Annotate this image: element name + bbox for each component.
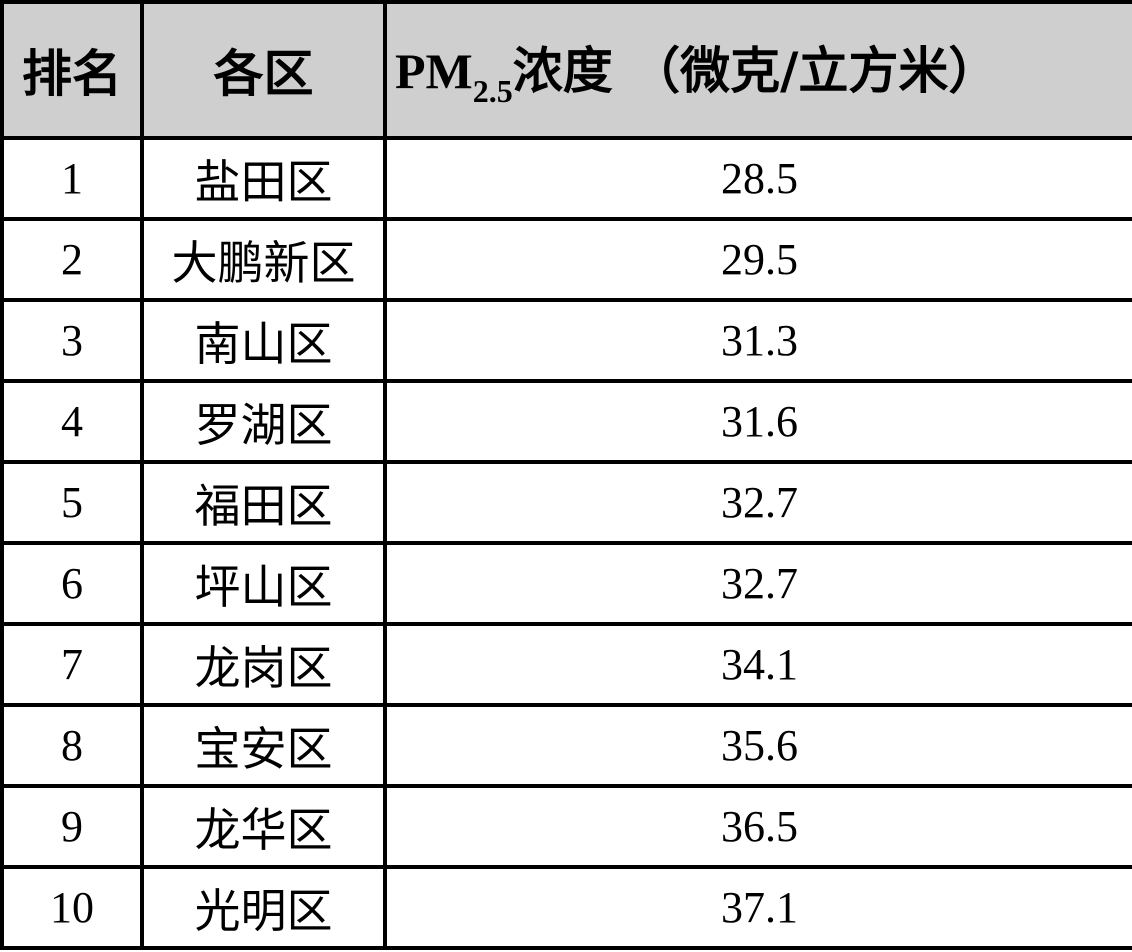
table-row: 1 盐田区 28.5 xyxy=(0,136,1132,221)
header-cell: 各区 xyxy=(140,0,387,140)
value-cell: 34.1 xyxy=(383,622,1132,707)
value-cell: 28.5 xyxy=(383,136,1132,221)
district-cell: 盐田区 xyxy=(140,136,387,221)
district-cell: 福田区 xyxy=(140,460,387,545)
value-cell: 31.6 xyxy=(383,379,1132,464)
rank-cell: 10 xyxy=(0,865,144,950)
rank-cell: 1 xyxy=(0,136,144,221)
rank-cell: 8 xyxy=(0,703,144,788)
rank-cell: 3 xyxy=(0,298,144,383)
value-cell: 36.5 xyxy=(383,784,1132,869)
rank-cell: 2 xyxy=(0,217,144,302)
header-cell: PM2.5浓度 （微克/立方米） xyxy=(383,0,1132,140)
district-cell: 宝安区 xyxy=(140,703,387,788)
header-cell: 排名 xyxy=(0,0,144,140)
value-cell: 32.7 xyxy=(383,460,1132,545)
rank-cell: 6 xyxy=(0,541,144,626)
header-sub: 2.5 xyxy=(472,72,513,109)
district-cell: 罗湖区 xyxy=(140,379,387,464)
header-row: 排名 各区 PM2.5浓度 （微克/立方米） xyxy=(0,0,1132,140)
table-row: 3 南山区 31.3 xyxy=(0,298,1132,383)
rank-cell: 5 xyxy=(0,460,144,545)
rank-cell: 9 xyxy=(0,784,144,869)
value-cell: 31.3 xyxy=(383,298,1132,383)
table-row: 2 大鹏新区 29.5 xyxy=(0,217,1132,302)
table-row: 9 龙华区 36.5 xyxy=(0,784,1132,869)
table-row: 8 宝安区 35.6 xyxy=(0,703,1132,788)
header-pm: PM xyxy=(395,42,473,99)
district-cell: 坪山区 xyxy=(140,541,387,626)
value-cell: 32.7 xyxy=(383,541,1132,626)
district-cell: 龙岗区 xyxy=(140,622,387,707)
district-cell: 南山区 xyxy=(140,298,387,383)
value-cell: 37.1 xyxy=(383,865,1132,950)
header-rest: 浓度 （微克/立方米） xyxy=(512,41,999,100)
district-cell: 龙华区 xyxy=(140,784,387,869)
rank-cell: 4 xyxy=(0,379,144,464)
district-cell: 大鹏新区 xyxy=(140,217,387,302)
table-row: 4 罗湖区 31.6 xyxy=(0,379,1132,464)
value-cell: 35.6 xyxy=(383,703,1132,788)
table-body: 1 盐田区 28.5 2 大鹏新区 29.5 3 南山区 31.3 4 罗湖区 31.6 5 福田区 32.… xyxy=(0,136,1132,950)
table-row: 10 光明区 37.1 xyxy=(0,865,1132,950)
table-row: 5 福田区 32.7 xyxy=(0,460,1132,545)
value-cell: 29.5 xyxy=(383,217,1132,302)
district-cell: 光明区 xyxy=(140,865,387,950)
rank-cell: 7 xyxy=(0,622,144,707)
table-row: 6 坪山区 32.7 xyxy=(0,541,1132,626)
table-row: 7 龙岗区 34.1 xyxy=(0,622,1132,707)
